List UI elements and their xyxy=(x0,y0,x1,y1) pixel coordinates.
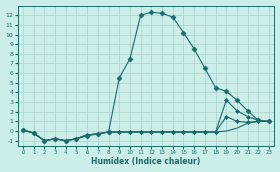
X-axis label: Humidex (Indice chaleur): Humidex (Indice chaleur) xyxy=(91,157,201,166)
